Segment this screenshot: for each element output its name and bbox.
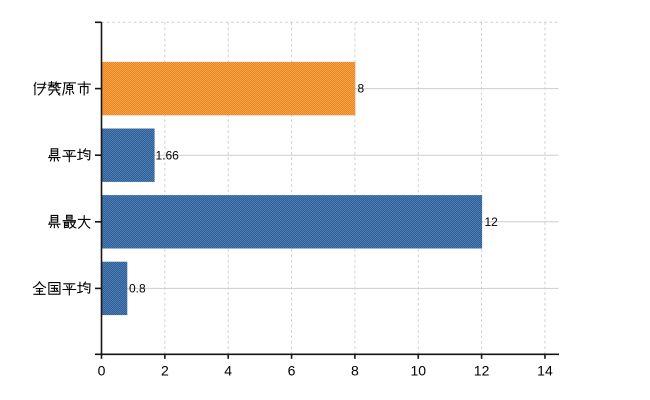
svg-text:4: 4 [224,362,232,378]
svg-text:12: 12 [474,362,490,378]
svg-text:14: 14 [537,362,553,378]
svg-text:1.66: 1.66 [156,148,180,162]
svg-text:0.8: 0.8 [129,282,146,296]
svg-text:10: 10 [410,362,426,378]
svg-text:2: 2 [161,362,169,378]
svg-text:12: 12 [485,215,499,229]
svg-text:0: 0 [98,362,106,378]
svg-text:6: 6 [288,362,296,378]
svg-text:8: 8 [351,362,359,378]
svg-text:8: 8 [358,82,365,96]
